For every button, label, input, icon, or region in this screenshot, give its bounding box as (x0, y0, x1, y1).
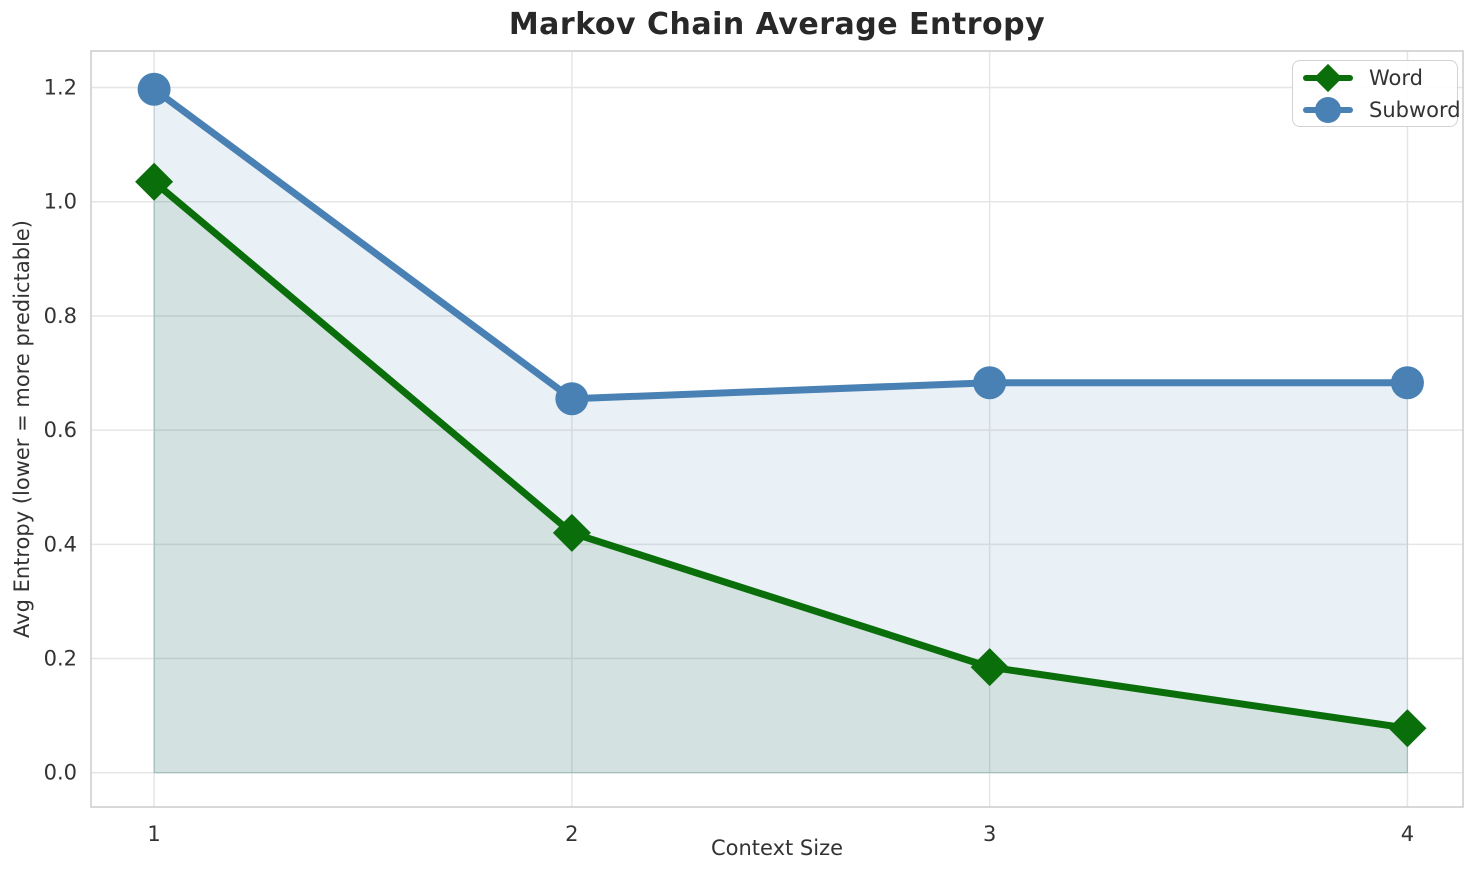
y-axis-label: Avg Entropy (lower = more predictable) (10, 220, 34, 638)
x-tick-label: 1 (147, 822, 160, 846)
subword-line-circle-icon (1303, 95, 1353, 125)
marker-word (1388, 709, 1427, 748)
y-tick-label: 1.0 (44, 190, 77, 214)
x-tick-label: 3 (983, 822, 996, 846)
legend-label-word: Word (1369, 65, 1423, 90)
marker-word (970, 648, 1009, 687)
y-tick-label: 0.0 (44, 761, 77, 785)
marker-word (135, 162, 174, 201)
series-line-subword (150, 85, 1411, 403)
x-tick-label: 2 (565, 822, 578, 846)
x-axis-label: Context Size (710, 836, 844, 860)
chart-legend: Word Subword (1292, 60, 1461, 127)
y-tick-label: 0.6 (44, 418, 77, 442)
y-tick-label: 0.8 (44, 304, 77, 328)
y-tick-label: 0.4 (44, 532, 77, 556)
marker-subword (555, 382, 589, 416)
area-fill-subword (153, 88, 1408, 774)
plot-border (90, 50, 1464, 808)
series-line-word (150, 178, 1411, 732)
y-tick-label: 0.2 (44, 647, 77, 671)
chart-title: Markov Chain Average Entropy (508, 7, 1046, 42)
y-tick-label: 1.2 (44, 76, 77, 100)
legend-label-subword: Subword (1369, 97, 1461, 122)
marker-word (552, 513, 591, 552)
marker-subword (137, 72, 171, 106)
marker-subword (1390, 366, 1424, 400)
word-line-diamond-icon (1303, 63, 1353, 93)
x-tick-label: 4 (1401, 822, 1414, 846)
legend-item-word: Word (1303, 63, 1447, 93)
marker-subword (973, 366, 1007, 400)
legend-item-subword: Subword (1303, 95, 1461, 125)
